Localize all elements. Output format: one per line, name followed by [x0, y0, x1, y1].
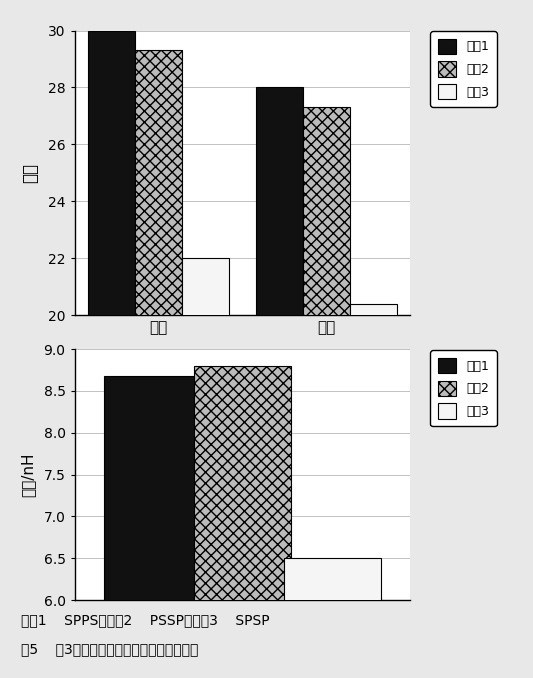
Legend: 系列1, 系列2, 系列3: 系列1, 系列2, 系列3 [430, 31, 497, 107]
Text: 系列1    SPPS；系列2    PSSP；系列3    SPSP: 系列1 SPPS；系列2 PSSP；系列3 SPSP [21, 614, 270, 627]
Y-axis label: 阻抗: 阻抗 [22, 163, 39, 183]
Bar [285, 558, 381, 678]
Bar [135, 50, 182, 678]
Y-axis label: 漏感/nH: 漏感/nH [20, 452, 35, 497]
Bar [256, 87, 303, 678]
Bar [194, 366, 291, 678]
Bar [303, 107, 350, 678]
Text: 图5    在3种不同结构下的阻抗和漏感的比较: 图5 在3种不同结构下的阻抗和漏感的比较 [21, 642, 199, 656]
Bar [350, 304, 397, 678]
Bar [88, 31, 135, 678]
Bar [104, 376, 200, 678]
Legend: 系列1, 系列2, 系列3: 系列1, 系列2, 系列3 [430, 351, 497, 426]
Bar [182, 258, 229, 678]
